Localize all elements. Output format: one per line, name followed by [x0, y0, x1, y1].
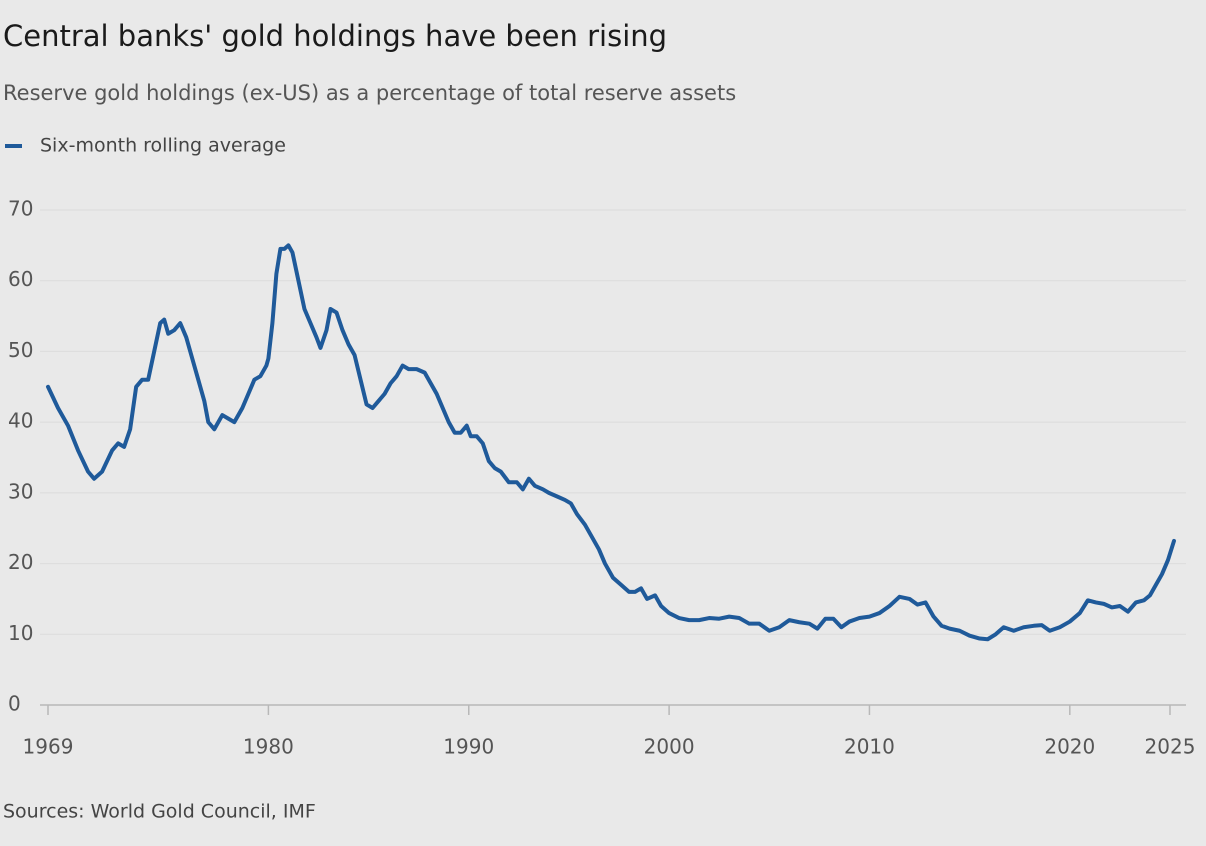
y-tick-label: 0	[8, 692, 21, 716]
chart-title: Central banks' gold holdings have been r…	[3, 19, 667, 53]
y-tick-label: 70	[8, 197, 33, 221]
y-tick-label: 10	[8, 621, 33, 645]
x-tick-label: 1969	[23, 735, 74, 759]
y-tick-label: 30	[8, 479, 33, 503]
chart-subtitle: Reserve gold holdings (ex-US) as a perce…	[3, 81, 736, 105]
source-note: Sources: World Gold Council, IMF	[3, 801, 316, 823]
x-tick-label: 2010	[844, 735, 895, 759]
x-tick-label: 1980	[243, 735, 294, 759]
y-tick-label: 40	[8, 409, 33, 433]
x-tick-label: 2020	[1044, 735, 1095, 759]
y-tick-label: 20	[8, 550, 33, 574]
y-tick-label: 60	[8, 267, 33, 291]
x-tick-label: 2025	[1145, 735, 1196, 759]
data-line	[46, 243, 1176, 642]
x-tick-label: 1990	[443, 735, 494, 759]
x-tick-label: 2000	[644, 735, 695, 759]
legend-label: Six-month rolling average	[40, 135, 286, 157]
y-tick-label: 50	[8, 338, 33, 362]
